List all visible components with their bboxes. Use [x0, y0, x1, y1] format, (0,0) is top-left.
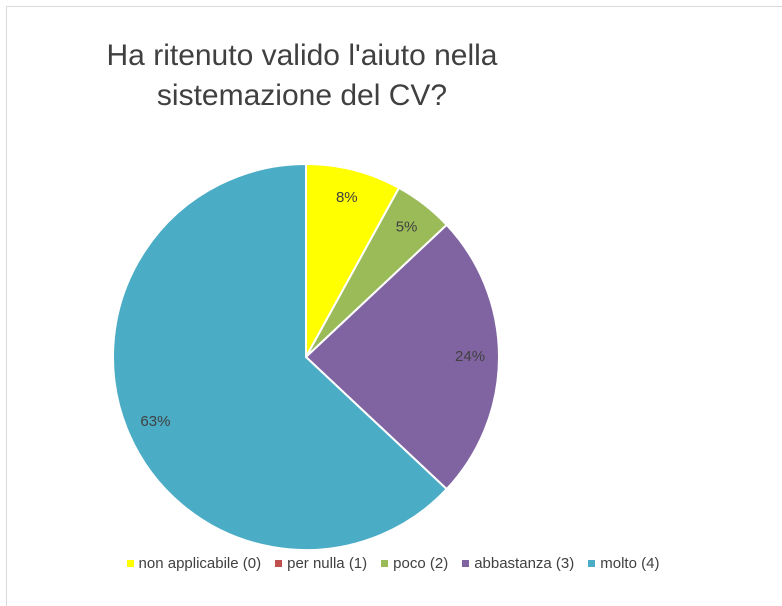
legend-swatch: [462, 560, 470, 567]
legend-item: per nulla (1): [275, 555, 367, 572]
data-label: 24%: [455, 348, 485, 365]
legend-item: abbastanza (3): [462, 555, 574, 572]
legend-label: abbastanza (3): [474, 555, 575, 572]
legend: non applicabile (0) per nulla (1) poco (2)…: [0, 555, 782, 572]
pie-slice: [112, 162, 449, 551]
legend-item: non applicabile (0): [126, 555, 262, 572]
legend-label: per nulla (1): [287, 555, 368, 572]
pie-slice: [305, 162, 401, 358]
data-label: 5%: [396, 218, 418, 235]
data-label: 8%: [336, 189, 358, 206]
legend-label: non applicabile (0): [138, 555, 262, 572]
pie-slice: [304, 223, 501, 491]
chart-title: Ha ritenuto valido l'aiuto nella sistema…: [106, 39, 498, 112]
legend-swatch: [588, 560, 596, 567]
legend-swatch: [381, 560, 389, 567]
data-label: 63%: [140, 413, 170, 430]
legend-item: molto (4): [588, 555, 659, 572]
legend-label: poco (2): [393, 555, 449, 572]
legend-label: molto (4): [600, 555, 660, 572]
legend-item: poco (2): [381, 555, 448, 572]
chart-frame: [6, 6, 782, 606]
legend-swatch: [126, 560, 134, 567]
legend-swatch: [275, 560, 283, 567]
